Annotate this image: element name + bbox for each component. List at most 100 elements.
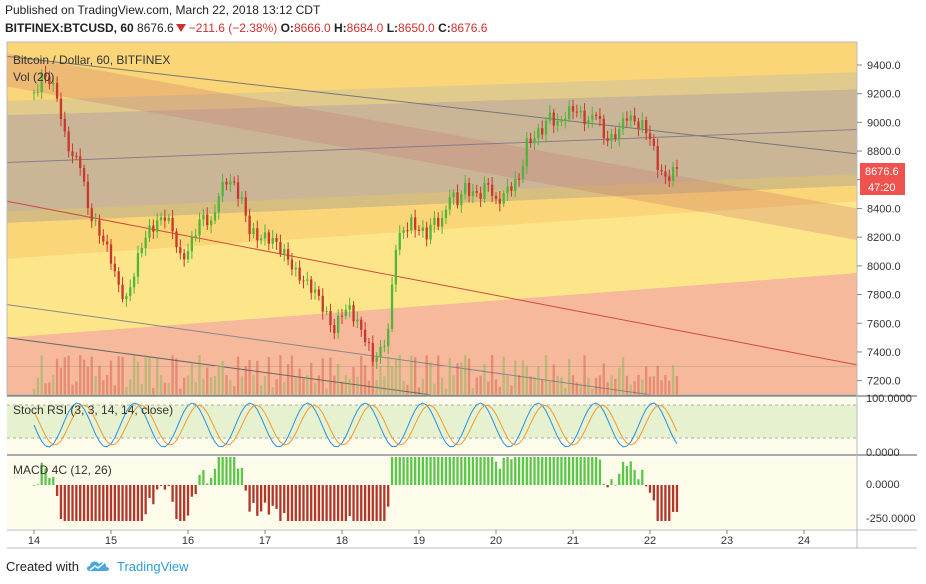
volume-bar	[625, 375, 629, 395]
volume-bar	[67, 355, 70, 395]
volume-bar	[398, 355, 401, 395]
volume-bar	[594, 377, 598, 395]
volume-bar	[371, 355, 374, 395]
macd-bar	[652, 485, 656, 501]
volume-bar	[286, 363, 290, 395]
candle-body	[125, 295, 128, 300]
stoch-rsi-pane[interactable]	[7, 397, 857, 454]
candle-body	[517, 178, 521, 180]
macd-bar	[336, 485, 340, 521]
macd-bar	[286, 485, 290, 521]
macd-bar	[144, 485, 147, 515]
macd-pane[interactable]	[7, 449, 857, 529]
candle-body	[186, 251, 190, 260]
macd-bar	[206, 483, 209, 485]
candle-body	[571, 106, 575, 112]
volume-bar	[144, 355, 147, 395]
volume-bar	[213, 375, 217, 395]
macd-bar	[283, 485, 286, 514]
macd-bar	[641, 469, 644, 485]
candle-body	[433, 217, 436, 225]
volume-bar	[163, 382, 167, 395]
volume-bar	[429, 362, 432, 395]
candle-body	[179, 247, 182, 254]
price-tick-label: 9200.0	[867, 89, 901, 101]
volume-bar	[167, 383, 170, 395]
macd-bar	[548, 457, 552, 485]
candle-body	[59, 98, 63, 119]
macd-bar	[394, 457, 398, 485]
candle-body	[67, 131, 70, 152]
volume-bar	[587, 377, 590, 395]
macd-bar	[44, 468, 47, 485]
close-label: C:	[438, 21, 451, 35]
trend-line-lower	[7, 304, 656, 395]
volume-bar	[433, 383, 436, 395]
candle-body	[306, 279, 309, 281]
macd-bar	[437, 457, 440, 485]
volume-bar	[40, 355, 43, 395]
volume-bar	[494, 379, 498, 395]
macd-bar	[448, 457, 451, 485]
red-lower-band	[7, 273, 857, 395]
candle-body	[302, 280, 305, 282]
macd-bar	[656, 485, 659, 521]
volume-bar	[294, 377, 297, 395]
candle-body	[171, 217, 174, 232]
countdown-badge-text: 47:20	[868, 182, 896, 194]
time-axis[interactable]: 14 15 16 17 18 19 20 21 22 23 24	[28, 530, 810, 547]
candle-body	[437, 217, 440, 227]
candle-body	[52, 82, 55, 85]
macd-bar	[148, 485, 151, 498]
macd-bar	[259, 485, 263, 512]
candle-body	[167, 217, 170, 221]
volume-bar	[460, 362, 463, 395]
time-tick-label: 21	[567, 535, 579, 547]
candle-body	[537, 128, 540, 139]
time-tick-label: 22	[644, 535, 656, 547]
tradingview-brand[interactable]: TradingView	[116, 558, 189, 574]
macd-bar	[402, 457, 405, 485]
macd-bar	[198, 474, 201, 485]
macd-bar	[602, 483, 605, 485]
volume-bar	[394, 359, 398, 395]
price-tick-label: 8400.0	[867, 203, 901, 215]
candle-body	[198, 219, 201, 236]
volume-bar	[402, 381, 405, 395]
volume-bar	[448, 358, 451, 395]
candle-body	[325, 311, 328, 313]
macd-bar	[236, 468, 240, 485]
macd-bar	[375, 485, 378, 521]
candle-body	[671, 167, 675, 181]
candle-body	[525, 138, 528, 167]
stoch-tick-100: 100.0000	[866, 393, 912, 405]
volume-bar	[75, 381, 78, 395]
macd-bar	[610, 479, 613, 485]
candle-body	[313, 289, 317, 293]
macd-bar	[244, 485, 247, 491]
volume-bar	[302, 378, 305, 395]
macd-bar	[348, 485, 351, 517]
macd-bar	[413, 457, 417, 485]
volume-bar	[221, 361, 224, 395]
volume-bar	[140, 384, 143, 395]
macd-bar	[510, 459, 513, 485]
created-with-label: Created with	[6, 558, 79, 574]
macd-bar	[256, 485, 259, 516]
macd-bar	[571, 457, 575, 485]
volume-bar	[606, 382, 609, 395]
volume-bar	[467, 358, 471, 395]
candle-body	[587, 119, 590, 125]
volume-bar	[483, 364, 486, 395]
volume-bar	[198, 355, 201, 395]
volume-bar	[548, 381, 552, 395]
macd-legend: MACD 4C (12, 26)	[13, 463, 112, 477]
volume-bar	[598, 375, 602, 395]
candle-body	[440, 218, 444, 227]
candle-body	[148, 225, 151, 238]
price-axis[interactable]: 7200.0 7400.0 7600.0 7800.0 8000.0 8200.0 8400…	[857, 60, 901, 388]
volume-bar	[132, 355, 136, 395]
macd-bar	[533, 457, 536, 485]
stoch-legend: Stoch RSI (3, 3, 14, 14, close)	[13, 403, 173, 417]
